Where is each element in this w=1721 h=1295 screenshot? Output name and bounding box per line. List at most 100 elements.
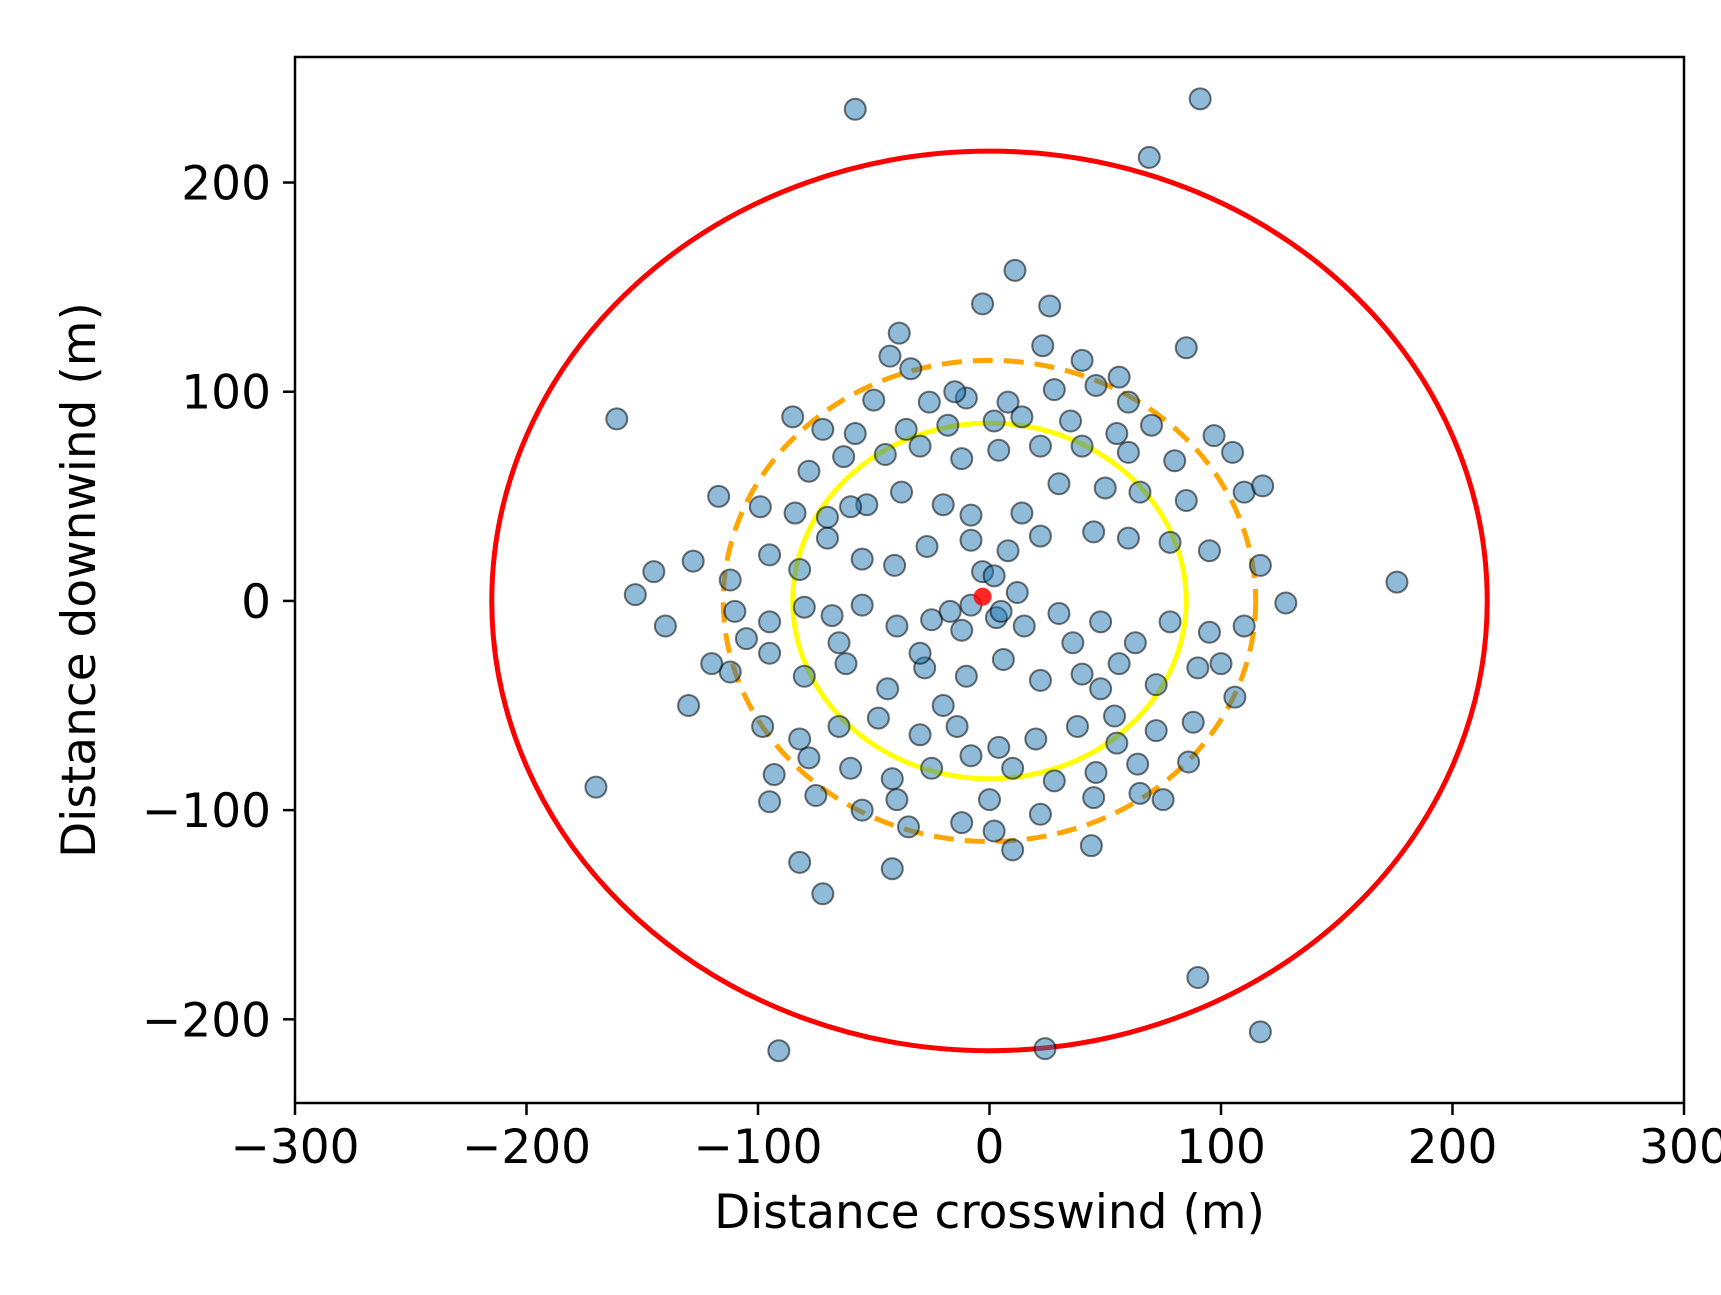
data-point [758,790,782,814]
data-point [908,641,932,665]
data-point [1012,614,1036,638]
data-point [792,595,816,619]
data-point [1174,489,1198,513]
x-tick-label: 200 [1408,1120,1498,1175]
data-point [982,564,1006,588]
data-point [894,417,918,441]
data-point [876,677,900,701]
data-point [723,599,747,623]
data-point [758,641,782,665]
data-point [850,798,874,822]
data-point [950,618,974,642]
data-point [850,547,874,571]
data-point [987,438,1011,462]
data-point [989,599,1013,623]
data-point [943,380,967,404]
data-point [991,647,1015,671]
data-point [1248,1020,1272,1044]
data-point [931,493,955,517]
data-point [878,344,902,368]
data-point [1003,258,1027,282]
data-point [700,652,724,676]
data-point [1070,348,1094,372]
y-tick-label: 200 [181,157,271,212]
data-point [1001,838,1025,862]
data-point [1128,781,1152,805]
data-point [915,535,939,559]
data-point [954,664,978,688]
data-point [762,763,786,787]
data-point [1116,390,1140,414]
data-point [1089,610,1113,634]
data-point [908,723,932,747]
x-tick-label: −200 [462,1120,591,1175]
center-marker-layer [973,587,992,606]
data-point [1028,524,1052,548]
data-point [862,388,886,412]
data-point [1137,145,1161,169]
data-point [917,390,941,414]
data-point [1089,677,1113,701]
data-point [1047,472,1071,496]
data-point [959,744,983,768]
data-point [1274,591,1298,615]
x-tick-label: 0 [975,1120,1005,1175]
data-point [1151,788,1175,812]
data-point [748,495,772,519]
data-point [1188,87,1212,111]
data-point [959,503,983,527]
data-point [1197,620,1221,644]
data-point [982,409,1006,433]
data-point [1116,440,1140,464]
x-tick-label: 300 [1639,1120,1721,1175]
data-point [788,850,812,874]
data-point [1042,769,1066,793]
data-point [788,558,812,582]
y-tick-label: −100 [142,784,271,839]
data-point [959,528,983,552]
data-point [707,484,731,508]
data-point [1065,714,1089,738]
data-point [920,608,944,632]
x-tick-label: −100 [693,1120,822,1175]
radius-circle-1 [720,357,1259,844]
data-point [850,593,874,617]
data-point [1186,656,1210,680]
data-point [945,714,969,738]
data-point [642,560,666,584]
data-point [1042,378,1066,402]
radius-circle-0 [489,148,1490,1054]
data-point [815,505,839,529]
data-point [1116,526,1140,550]
data-point [1070,434,1094,458]
data-point [899,357,923,381]
data-point [1248,553,1272,577]
data-point [1070,662,1094,686]
x-tick-label: −300 [230,1120,359,1175]
data-point [1123,631,1147,655]
data-point [1105,731,1129,755]
data-point [1028,434,1052,458]
data-point [931,694,955,718]
data-point [811,882,835,906]
data-point [758,543,782,567]
data-point [834,652,858,676]
data-point [804,783,828,807]
data-point [653,614,677,638]
data-point [1103,704,1127,728]
data-point [1385,570,1409,594]
x-axis-label: Distance crosswind (m) [714,1185,1265,1240]
data-point [1047,601,1071,625]
data-point [1163,449,1187,473]
data-point [1010,405,1034,429]
data-point [950,811,974,835]
y-axis-ticks: −200 −100 0 100 200 [142,157,295,1048]
data-point [885,614,909,638]
data-point [982,819,1006,843]
data-point [811,417,835,441]
data-point [623,583,647,607]
data-point [1028,668,1052,692]
data-point [1107,652,1131,676]
data-point [908,434,932,458]
